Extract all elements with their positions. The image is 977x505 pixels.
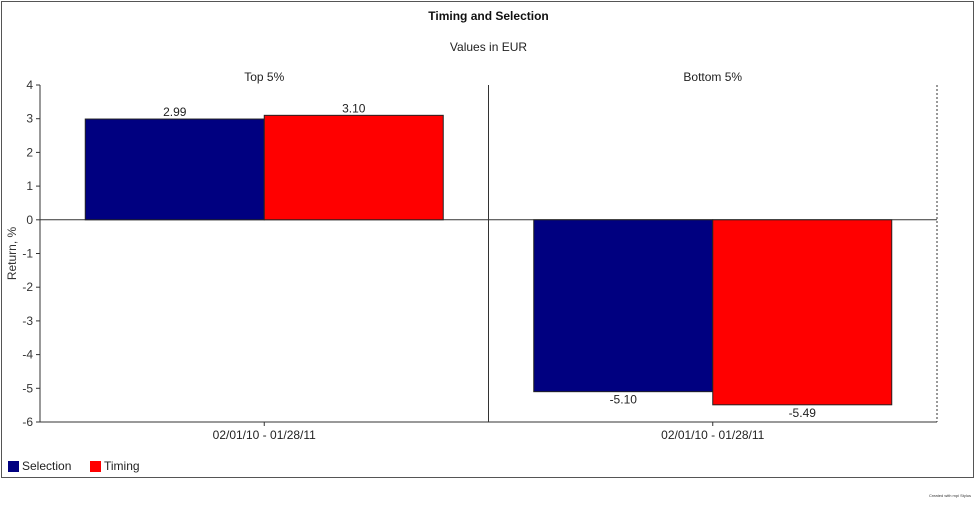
data-label: -5.49 [789, 406, 817, 420]
y-tick-label: 1 [26, 179, 33, 193]
legend-label-selection: Selection [22, 459, 72, 473]
legend-item-selection[interactable]: Selection [8, 459, 71, 473]
legend-label-timing: Timing [104, 459, 140, 473]
y-tick-label: -2 [22, 280, 33, 294]
panel-title: Bottom 5% [683, 70, 742, 84]
credit-text: Created with mpi Stylus [928, 493, 971, 498]
y-tick-label: -4 [22, 348, 33, 362]
y-tick-label: 4 [26, 78, 33, 92]
chart-subtitle: Values in EUR [449, 40, 528, 54]
legend-swatch-selection [8, 460, 19, 472]
y-tick-label: -6 [22, 415, 33, 429]
legend-swatch-timing [90, 460, 101, 472]
bar-selection-1 [84, 118, 265, 221]
y-tick-label: -3 [22, 314, 33, 328]
data-label: 2.99 [163, 105, 187, 119]
y-tick-label: 0 [26, 213, 33, 227]
y-axis-title: Return, % [5, 226, 19, 280]
data-label: 3.10 [342, 101, 366, 115]
panel-title: Top 5% [244, 70, 284, 84]
y-tick-label: 2 [26, 145, 33, 159]
y-tick-label: 3 [26, 112, 33, 126]
bar-selection-2 [533, 219, 714, 393]
legend-item-timing[interactable]: Timing [90, 459, 140, 473]
data-label: -5.10 [610, 393, 638, 407]
bar-timing-2 [712, 219, 893, 406]
y-tick-label: -1 [22, 247, 33, 261]
x-tick-label: 02/01/10 - 01/28/11 [213, 428, 317, 442]
x-tick-label: 02/01/10 - 01/28/11 [661, 428, 765, 442]
y-tick-label: -5 [22, 381, 33, 395]
bar-timing-1 [263, 114, 444, 221]
chart-title: Timing and Selection [428, 9, 549, 23]
